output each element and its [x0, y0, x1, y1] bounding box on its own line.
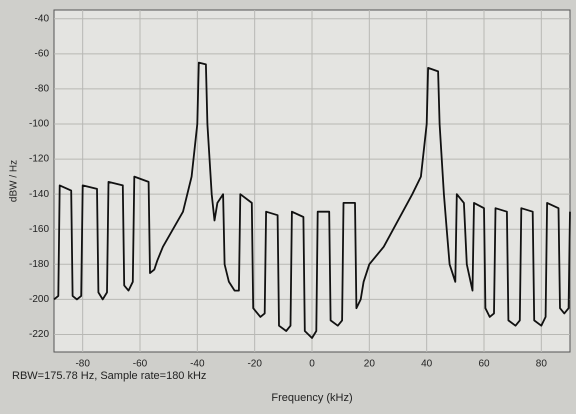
y-tick-label: -160: [29, 224, 49, 235]
x-tick-label: -80: [75, 359, 90, 370]
y-tick-label: -140: [29, 189, 49, 200]
y-tick-label: -200: [29, 294, 49, 305]
x-axis-label: Frequency (kHz): [271, 392, 352, 404]
x-tick-label: -40: [190, 359, 205, 370]
spectrum-line: [53, 61, 571, 339]
x-tick-label: -60: [133, 359, 148, 370]
x-tick-label: 40: [421, 359, 433, 370]
y-tick-label: -100: [29, 119, 49, 130]
x-tick-label: 60: [478, 359, 490, 370]
y-tick-label: -80: [35, 84, 50, 95]
y-tick-label: -120: [29, 154, 49, 165]
x-tick-label: -20: [247, 359, 262, 370]
x-tick-label: 80: [536, 359, 548, 370]
annotation: RBW=175.78 Hz, Sample rate=180 kHz: [12, 370, 206, 382]
y-tick-label: -60: [35, 48, 50, 59]
y-tick-label: -40: [35, 13, 50, 24]
y-tick-label: -180: [29, 259, 49, 270]
x-tick-label: 20: [364, 359, 376, 370]
x-tick-label: 0: [309, 359, 315, 370]
y-axis-label: dBW / Hz: [9, 160, 20, 202]
y-tick-label: -220: [29, 329, 49, 340]
